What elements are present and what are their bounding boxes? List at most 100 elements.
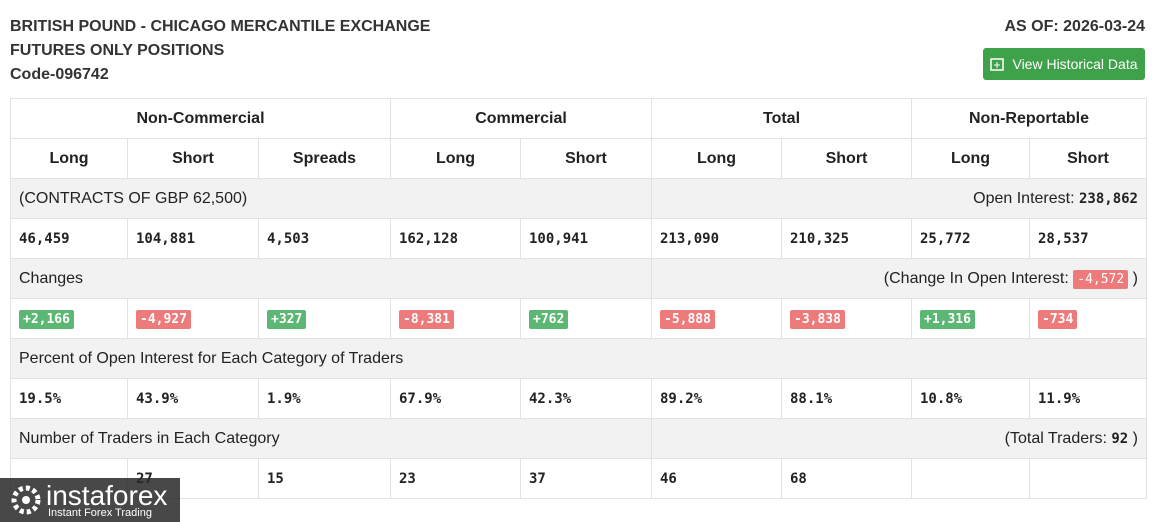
- section-row: Percent of Open Interest for Each Catego…: [10, 338, 1147, 379]
- change-chip: +762: [529, 309, 569, 329]
- column-header: Short: [127, 138, 259, 179]
- value: 104,881: [136, 230, 196, 247]
- value-cell: 15: [258, 458, 391, 499]
- value-cell: 100,941: [520, 218, 652, 259]
- calendar-icon: [990, 58, 1005, 71]
- value-cell: +762: [520, 298, 652, 339]
- group-header: Commercial: [390, 98, 652, 139]
- column-header: Spreads: [258, 138, 391, 179]
- value: 28,537: [1038, 230, 1089, 247]
- value-cell: 210,325: [781, 218, 912, 259]
- section-row: Number of Traders in Each Category (Total…: [10, 418, 1147, 459]
- value-row: 19.5% 43.9% 1.9% 67.9% 42.3% 89.2% 88.1% 10.8% 1…: [10, 378, 1147, 419]
- value: 46,459: [19, 230, 70, 247]
- value-cell: 19.5%: [10, 378, 128, 419]
- value: 42.3%: [529, 390, 572, 407]
- value-cell: +327: [258, 298, 391, 339]
- value-cell: -5,888: [651, 298, 782, 339]
- change-chip: +327: [267, 309, 307, 329]
- value: 23: [399, 470, 416, 487]
- value: 4,503: [267, 230, 310, 247]
- value: 67.9%: [399, 390, 442, 407]
- summary-close: ): [1132, 269, 1138, 287]
- change-chip: -3,838: [790, 309, 845, 329]
- column-header: Long: [651, 138, 782, 179]
- title-line: Code-096742: [10, 66, 109, 83]
- value-cell: 162,128: [390, 218, 521, 259]
- logo: [11, 485, 41, 515]
- value-cell: 10.8%: [911, 378, 1030, 419]
- value: 19.5%: [19, 390, 62, 407]
- value-cell: 23: [390, 458, 521, 499]
- column-header: Long: [390, 138, 521, 179]
- value-cell: 104,881: [127, 218, 259, 259]
- value-cell: [1029, 458, 1147, 499]
- change-chip: -734: [1038, 309, 1078, 329]
- value: 88.1%: [790, 390, 833, 407]
- value-cell: 46: [651, 458, 782, 499]
- value: 10.8%: [920, 390, 963, 407]
- summary-value: -4,572: [1073, 269, 1129, 289]
- positions-table: Non-Commercial Commercial Total Non-Reporta…: [10, 98, 1147, 499]
- group-header: Non-Commercial: [10, 98, 391, 139]
- value-cell: 11.9%: [1029, 378, 1147, 419]
- value: 43.9%: [136, 390, 179, 407]
- value-cell: 42.3%: [520, 378, 652, 419]
- column-header: Long: [10, 138, 128, 179]
- column-header: Long: [911, 138, 1030, 179]
- section-label: Percent of Open Interest for Each Catego…: [10, 338, 1147, 379]
- tagline: Instant Forex Trading: [48, 507, 152, 519]
- value-cell: 68: [781, 458, 912, 499]
- column-row: Long Short Spreads Long Short Long Short Long Sh…: [10, 138, 1147, 179]
- value-cell: 37: [520, 458, 652, 499]
- value-cell: -8,381: [390, 298, 521, 339]
- value-cell: -3,838: [781, 298, 912, 339]
- section-summary: (Change In Open Interest: -4,572 ): [651, 258, 1147, 299]
- value: 213,090: [660, 230, 720, 247]
- value-cell: [911, 458, 1030, 499]
- value: 68: [790, 470, 807, 487]
- value-cell: -4,927: [127, 298, 259, 339]
- history-button[interactable]: View Historical Data: [983, 48, 1145, 80]
- value-cell: 67.9%: [390, 378, 521, 419]
- value-cell: +2,166: [10, 298, 128, 339]
- section-row: Changes (Change In Open Interest: -4,572 …: [10, 258, 1147, 299]
- value-cell: 88.1%: [781, 378, 912, 419]
- brand: instaforex: [46, 480, 168, 511]
- value-row: +2,166 -4,927 +327 -8,381 +762 -5,888 -3,838 +1…: [10, 298, 1147, 339]
- section-summary: (Total Traders: 92 ): [651, 418, 1147, 459]
- change-chip: -4,927: [136, 309, 191, 329]
- summary-label: Open Interest:: [973, 189, 1075, 207]
- change-chip: +1,316: [920, 309, 975, 329]
- section-label: Number of Traders in Each Category: [10, 418, 652, 459]
- value-cell: 46,459: [10, 218, 128, 259]
- section-summary: Open Interest: 238,862: [651, 178, 1147, 219]
- value: 210,325: [790, 230, 850, 247]
- value: 11.9%: [1038, 390, 1081, 407]
- change-chip: -8,381: [399, 309, 454, 329]
- value: 25,772: [920, 230, 971, 247]
- as-of-date: AS OF: 2026-03-24: [1004, 18, 1145, 35]
- value-cell: 4,503: [258, 218, 391, 259]
- value: 37: [529, 470, 546, 487]
- summary-label: (Total Traders:: [1004, 429, 1107, 447]
- section-label: Changes: [10, 258, 652, 299]
- value: 46: [660, 470, 677, 487]
- change-chip: +2,166: [19, 309, 74, 329]
- value: 162,128: [399, 230, 459, 247]
- summary-close: ): [1132, 429, 1138, 447]
- value-cell: 25,772: [911, 218, 1030, 259]
- group-header: Total: [651, 98, 912, 139]
- value-cell: 1.9%: [258, 378, 391, 419]
- summary-value: 238,862: [1078, 190, 1138, 207]
- value-cell: 43.9%: [127, 378, 259, 419]
- value-row: 271523374668: [10, 458, 1147, 499]
- value-cell: 213,090: [651, 218, 782, 259]
- summary-label: (Change In Open Interest:: [883, 269, 1069, 287]
- title-line: BRITISH POUND - CHICAGO MERCANTILE EXCHA…: [10, 18, 431, 35]
- value: 1.9%: [267, 390, 301, 407]
- group-row: Non-Commercial Commercial Total Non-Reporta…: [10, 98, 1147, 139]
- value-cell: -734: [1029, 298, 1147, 339]
